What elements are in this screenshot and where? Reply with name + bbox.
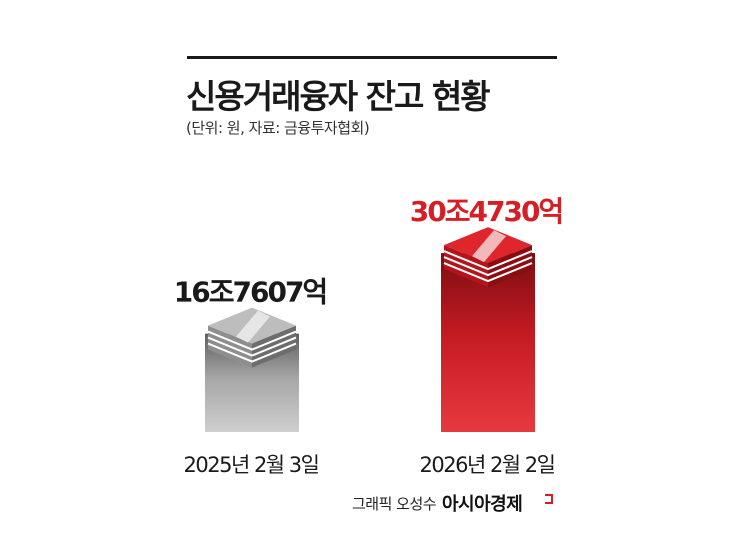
graphic-credit: 그래픽 오성수: [352, 495, 437, 513]
value-label-1: 16조7607억: [174, 276, 326, 309]
title-rule: [187, 56, 557, 59]
value-label-2: 30조4730억: [410, 195, 562, 228]
money-stack-icon-2: [443, 227, 533, 288]
category-label-2: 2026년 2월 2일: [420, 453, 555, 477]
brand-logo-text: 아시아경제: [442, 494, 523, 515]
money-stack-icon-1: [207, 307, 297, 368]
chart-title: 신용거래융자 잔고 현황: [186, 77, 491, 116]
chart-subtitle: (단위: 원, 자료: 금융투자협회): [186, 119, 370, 137]
category-label-1: 2025년 2월 3일: [184, 453, 319, 477]
brand-mark-icon: [545, 494, 553, 504]
